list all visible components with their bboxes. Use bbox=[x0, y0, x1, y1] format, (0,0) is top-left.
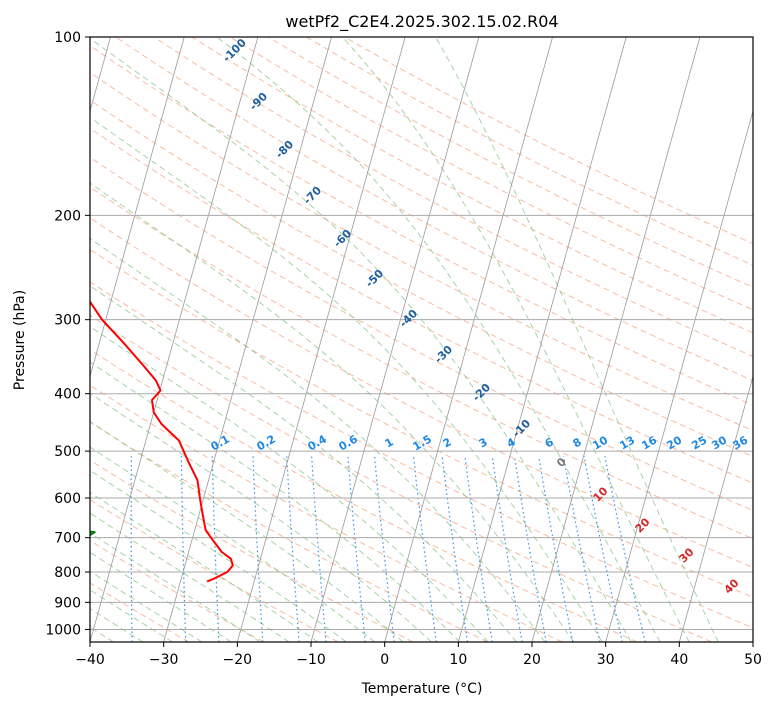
moist-adiabat bbox=[90, 361, 461, 642]
x-tick-label: 40 bbox=[670, 652, 688, 668]
y-tick-label: 600 bbox=[54, 491, 81, 507]
isotherm bbox=[90, 37, 185, 379]
isotherm bbox=[605, 109, 753, 642]
dry-adiabat bbox=[90, 314, 712, 642]
y-tick-label: 700 bbox=[54, 531, 81, 547]
mixing-ratio-line bbox=[583, 456, 623, 642]
background-lines bbox=[90, 37, 753, 642]
isotherm bbox=[236, 37, 406, 642]
isotherm bbox=[678, 375, 753, 642]
y-tick-label: 400 bbox=[54, 387, 81, 403]
x-tick-label: 30 bbox=[597, 652, 615, 668]
isotherm bbox=[90, 37, 259, 642]
dry-adiabat bbox=[90, 99, 753, 458]
dry-adiabat bbox=[90, 281, 753, 629]
dry-adiabat bbox=[90, 421, 488, 642]
dry-adiabat bbox=[191, 37, 753, 334]
mixing-ratio-line bbox=[538, 456, 574, 642]
moist-adiabat bbox=[90, 469, 347, 642]
dry-adiabat bbox=[90, 248, 753, 598]
dry-adiabat bbox=[90, 349, 638, 642]
dry-adiabat bbox=[90, 44, 753, 406]
dry-adiabat bbox=[90, 582, 190, 642]
isotherm bbox=[531, 37, 701, 642]
chart-title: wetPf2_C2E4.2025.302.15.02.R04 bbox=[285, 12, 558, 32]
moist-adiabat bbox=[342, 37, 690, 642]
y-tick-label: 1000 bbox=[45, 622, 81, 638]
moist-adiabat bbox=[90, 182, 575, 642]
x-axis-label: Temperature (°C) bbox=[361, 681, 483, 697]
moist-adiabat bbox=[90, 420, 404, 642]
x-axis: −40 −30 −20 −10 0 10 20 30 40 50 bbox=[75, 642, 762, 668]
y-axis: 100 200 300 400 500 600 700 800 900 1000 bbox=[45, 30, 90, 638]
dry-adiabat bbox=[90, 156, 753, 512]
dry-adiabat bbox=[90, 539, 264, 642]
moist-adiabat bbox=[90, 285, 517, 642]
x-tick-label: −40 bbox=[75, 652, 105, 668]
isotherm bbox=[163, 37, 332, 642]
x-tick-label: 50 bbox=[744, 652, 762, 668]
moist-adiabat bbox=[216, 37, 661, 642]
x-tick-label: 20 bbox=[523, 652, 541, 668]
dry-adiabat bbox=[90, 71, 753, 432]
x-tick-label: −20 bbox=[223, 652, 253, 668]
mixing-ratio-line bbox=[562, 456, 601, 642]
moist-adiabat bbox=[90, 37, 632, 642]
y-tick-label: 100 bbox=[54, 30, 81, 46]
moist-adiabat bbox=[90, 116, 603, 642]
x-tick-label: 0 bbox=[380, 652, 389, 668]
isotherm bbox=[384, 37, 553, 642]
isotherm bbox=[457, 37, 627, 642]
sounding-series bbox=[90, 299, 234, 583]
moist-adiabat bbox=[90, 392, 432, 642]
dry-adiabat bbox=[90, 186, 753, 540]
isotherms bbox=[90, 37, 753, 642]
plot-frame bbox=[89, 36, 754, 643]
dry-adiabat bbox=[90, 217, 753, 569]
temperature-line bbox=[90, 299, 234, 583]
x-tick-label: −10 bbox=[296, 652, 326, 668]
y-tick-label: 200 bbox=[54, 208, 81, 224]
dry-adiabat bbox=[153, 37, 753, 357]
moist-adiabat bbox=[435, 37, 719, 642]
y-tick-label: 300 bbox=[54, 313, 81, 329]
dry-adiabat bbox=[267, 37, 753, 288]
y-tick-label: 500 bbox=[54, 444, 81, 460]
moist-adiabat bbox=[90, 446, 376, 642]
x-tick-label: 10 bbox=[449, 652, 467, 668]
moist-adiabat bbox=[90, 237, 546, 642]
x-tick-label: −30 bbox=[149, 652, 179, 668]
mixing-ratio-line bbox=[604, 456, 646, 642]
isotherm bbox=[310, 37, 480, 642]
y-tick-label: 800 bbox=[54, 565, 81, 581]
mixing-ratio-line bbox=[491, 456, 523, 642]
dry-adiabat bbox=[90, 459, 414, 642]
moist-adiabat bbox=[90, 491, 319, 642]
y-tick-label: 900 bbox=[54, 595, 81, 611]
mixing-ratio-line bbox=[513, 456, 547, 642]
mixing-ratio-line bbox=[464, 456, 493, 642]
y-axis-label: Pressure (hPa) bbox=[12, 290, 28, 390]
dry-adiabat bbox=[90, 384, 563, 642]
